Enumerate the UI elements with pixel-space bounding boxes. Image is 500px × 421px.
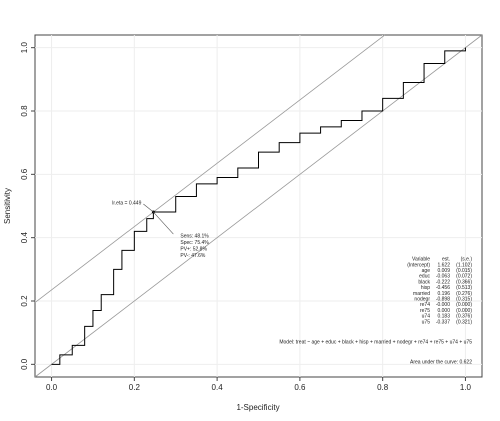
table-cell: (0.513) xyxy=(456,285,472,291)
point-label: PV+: 52.8% xyxy=(180,246,207,252)
table-cell: -0.000 xyxy=(436,302,450,308)
table-cell: nodegr xyxy=(414,297,430,303)
table-header: (s.e.) xyxy=(461,256,473,262)
table-cell: (0.276) xyxy=(456,291,472,297)
table-cell: black xyxy=(418,279,430,285)
table-cell: -0.063 xyxy=(436,274,450,280)
plot-frame xyxy=(34,34,483,378)
table-cell: (0.376) xyxy=(456,314,472,320)
table-cell: -0.337 xyxy=(436,319,450,325)
table-cell: -0.898 xyxy=(436,297,450,303)
table-cell: 0.183 xyxy=(437,314,450,320)
table-cell: (0.366) xyxy=(456,279,472,285)
table-cell: re75 xyxy=(420,308,430,314)
auc-label: Area under the curve: 0.622 xyxy=(410,359,472,365)
table-cell: married xyxy=(413,291,430,297)
x-tick-label: 0.6 xyxy=(294,383,306,392)
y-tick-label: 0.0 xyxy=(20,358,29,370)
table-header: est. xyxy=(442,256,450,262)
x-tick-label: 1.0 xyxy=(460,383,472,392)
y-tick-label: 0.8 xyxy=(20,105,29,117)
table-cell: u74 xyxy=(422,314,431,320)
table-cell: -0.456 xyxy=(436,285,450,291)
x-tick-label: 0.4 xyxy=(212,383,224,392)
table-cell: hisp xyxy=(421,285,430,291)
table-header: Variable xyxy=(412,256,430,262)
table-cell: (0.321) xyxy=(456,319,472,325)
annotation-line xyxy=(143,203,154,213)
table-cell: 0.000 xyxy=(437,308,450,314)
point-label: Spec: 75.4% xyxy=(180,240,209,246)
table-cell: 0.196 xyxy=(437,291,450,297)
y-tick-label: 0.4 xyxy=(20,232,29,244)
cutoff-label: lr.eta = 0.449 xyxy=(112,200,141,206)
table-cell: (0.000) xyxy=(456,308,472,314)
table-cell: (1.102) xyxy=(456,262,472,268)
x-tick-label: 0.2 xyxy=(129,383,141,392)
y-axis-label: Sensitivity xyxy=(3,188,12,224)
table-cell: (0.000) xyxy=(456,302,472,308)
table-cell: educ xyxy=(419,274,430,280)
table-cell: age xyxy=(422,268,431,274)
table-cell: u75 xyxy=(422,319,431,325)
table-cell: -0.222 xyxy=(436,279,450,285)
x-tick-label: 0.0 xyxy=(46,383,58,392)
diagonal-line xyxy=(34,34,483,378)
y-tick-label: 1.0 xyxy=(20,42,29,54)
annotation-line xyxy=(153,211,174,235)
x-tick-label: 0.8 xyxy=(377,383,389,392)
table-cell: 1.622 xyxy=(437,262,450,268)
roc-curve xyxy=(51,47,466,365)
point-label: PV-: 47.6% xyxy=(180,253,206,259)
model-label: Model: treat ~ age + educ + black + hisp… xyxy=(279,339,472,345)
table-cell: re74 xyxy=(420,302,430,308)
table-cell: (0.015) xyxy=(456,268,472,274)
point-label: Sens: 48.1% xyxy=(180,233,209,239)
y-tick-label: 0.2 xyxy=(20,295,29,307)
table-cell: (0.072) xyxy=(456,274,472,280)
x-axis-label: 1-Specificity xyxy=(236,403,279,412)
table-cell: (Intercept) xyxy=(407,262,430,268)
tangent-line xyxy=(34,34,385,303)
table-cell: 0.009 xyxy=(437,268,450,274)
y-tick-label: 0.6 xyxy=(20,168,29,180)
table-cell: (0.315) xyxy=(456,297,472,303)
